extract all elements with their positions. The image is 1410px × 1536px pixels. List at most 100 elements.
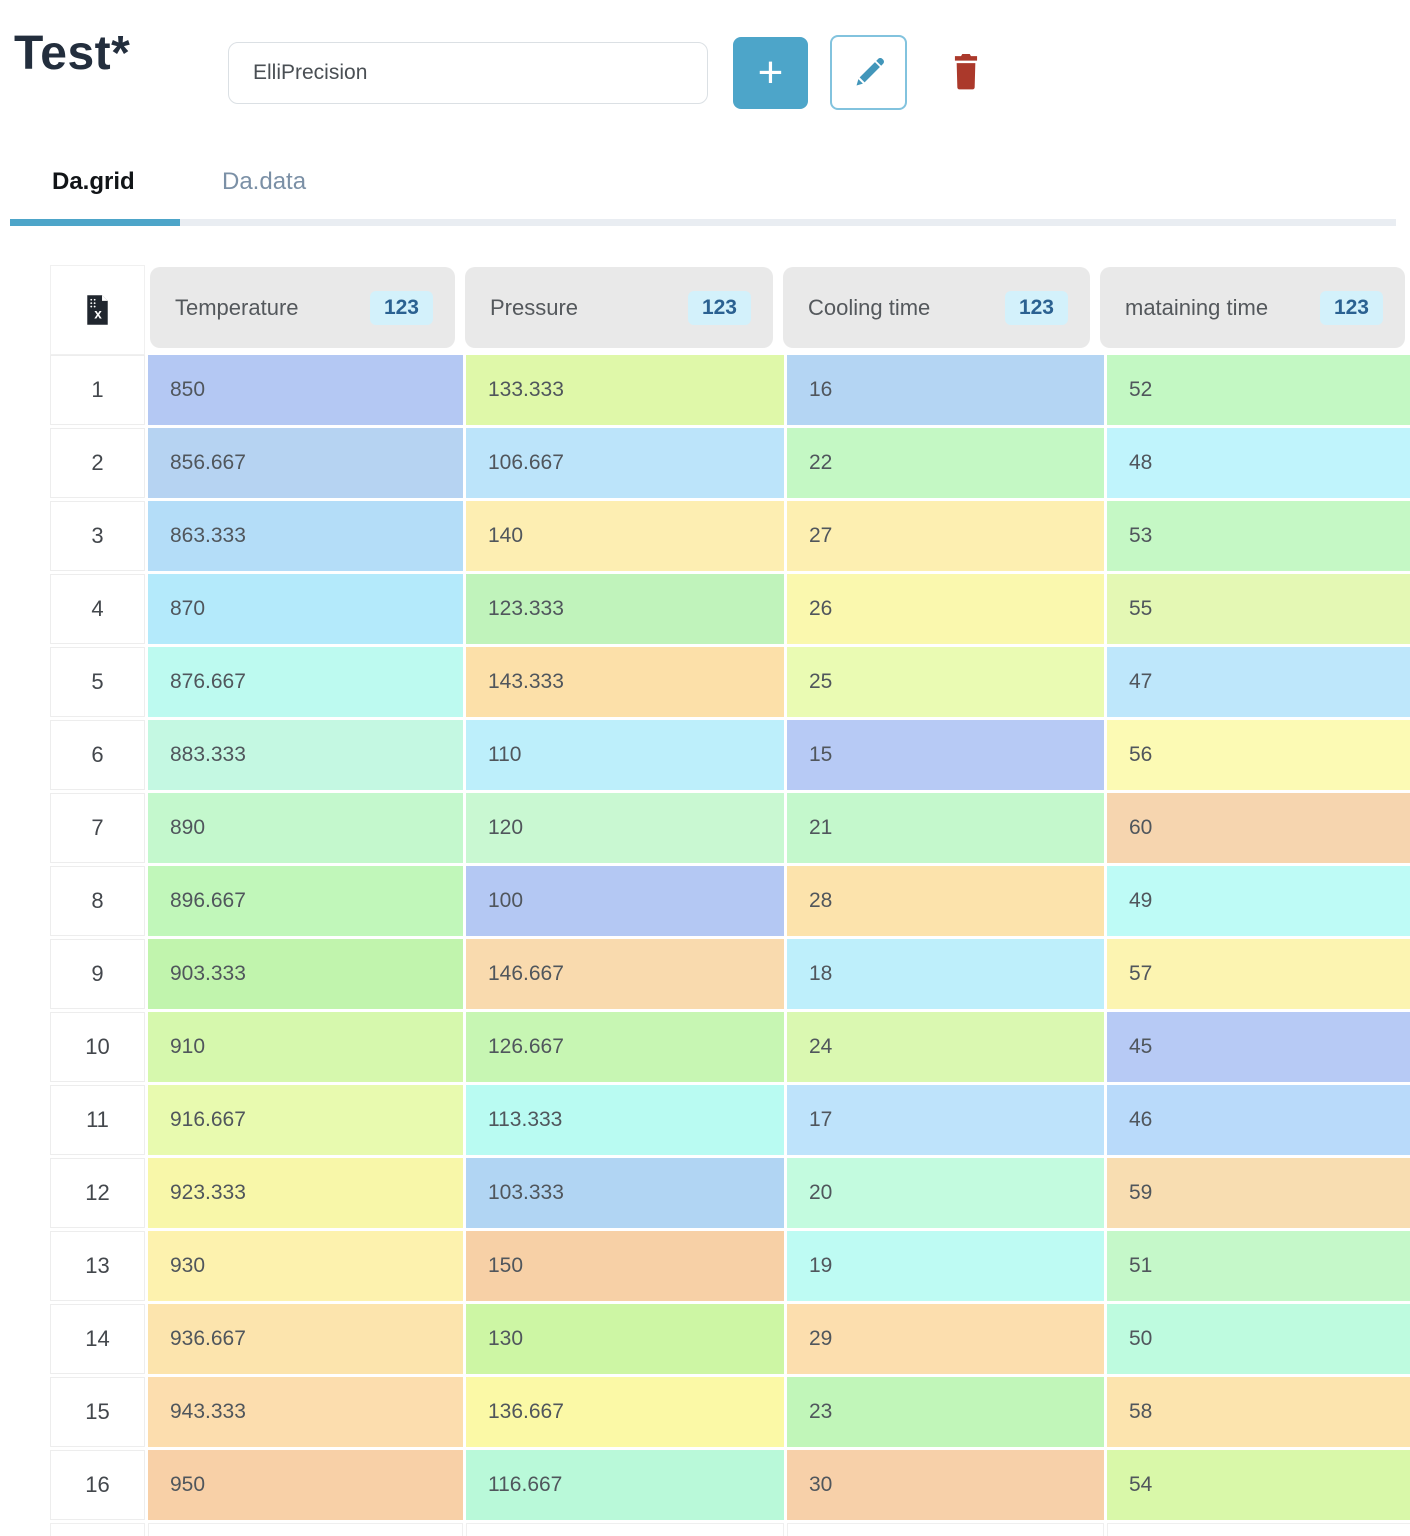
data-cell[interactable]: 45: [1107, 1012, 1410, 1082]
data-cell[interactable]: 28: [787, 866, 1104, 936]
data-cell[interactable]: 54: [1107, 1450, 1410, 1520]
data-cell[interactable]: 30: [787, 1450, 1104, 1520]
data-cell[interactable]: 910: [148, 1012, 463, 1082]
data-cell[interactable]: 21: [787, 793, 1104, 863]
data-cell[interactable]: 863.333: [148, 501, 463, 571]
empty-row-cell[interactable]: [50, 1523, 145, 1536]
row-number-cell[interactable]: 8: [50, 866, 145, 936]
data-cell[interactable]: 29: [787, 1304, 1104, 1374]
data-cell[interactable]: 53: [1107, 501, 1410, 571]
data-cell[interactable]: 60: [1107, 793, 1410, 863]
data-cell[interactable]: 106.667: [466, 428, 784, 498]
column-header-temperature[interactable]: Temperature 123: [150, 267, 455, 348]
row-number-cell[interactable]: 1: [50, 355, 145, 425]
data-cell[interactable]: 143.333: [466, 647, 784, 717]
empty-row-cell[interactable]: [787, 1523, 1104, 1536]
data-cell[interactable]: 133.333: [466, 355, 784, 425]
data-cell[interactable]: 27: [787, 501, 1104, 571]
column-type-badge[interactable]: 123: [687, 290, 751, 325]
data-cell[interactable]: 52: [1107, 355, 1410, 425]
data-cell[interactable]: 56: [1107, 720, 1410, 790]
data-cell[interactable]: 47: [1107, 647, 1410, 717]
data-cell[interactable]: 103.333: [466, 1158, 784, 1228]
tab-da-data[interactable]: Da.data: [222, 168, 307, 195]
data-cell[interactable]: 130: [466, 1304, 784, 1374]
data-cell[interactable]: 916.667: [148, 1085, 463, 1155]
data-cell[interactable]: 140: [466, 501, 784, 571]
row-number-cell[interactable]: 2: [50, 428, 145, 498]
data-cell[interactable]: 18: [787, 939, 1104, 1009]
data-cell[interactable]: 51: [1107, 1231, 1410, 1301]
data-cell[interactable]: 870: [148, 574, 463, 644]
data-cell[interactable]: 883.333: [148, 720, 463, 790]
tab-da-grid[interactable]: Da.grid: [52, 168, 135, 195]
row-number-cell[interactable]: 6: [50, 720, 145, 790]
data-cell[interactable]: 26: [787, 574, 1104, 644]
data-cell[interactable]: 943.333: [148, 1377, 463, 1447]
row-number-cell[interactable]: 5: [50, 647, 145, 717]
row-number-cell[interactable]: 7: [50, 793, 145, 863]
data-cell[interactable]: 110: [466, 720, 784, 790]
data-cell[interactable]: 16: [787, 355, 1104, 425]
empty-row-cell[interactable]: [148, 1523, 463, 1536]
data-cell[interactable]: 116.667: [466, 1450, 784, 1520]
data-cell[interactable]: 136.667: [466, 1377, 784, 1447]
data-cell[interactable]: 58: [1107, 1377, 1410, 1447]
row-number-cell[interactable]: 16: [50, 1450, 145, 1520]
row-number-cell[interactable]: 11: [50, 1085, 145, 1155]
column-type-badge[interactable]: 123: [369, 290, 433, 325]
data-cell[interactable]: 146.667: [466, 939, 784, 1009]
data-cell[interactable]: 896.667: [148, 866, 463, 936]
row-number-cell[interactable]: 9: [50, 939, 145, 1009]
data-cell[interactable]: 126.667: [466, 1012, 784, 1082]
edit-button[interactable]: [830, 35, 907, 110]
data-cell[interactable]: 17: [787, 1085, 1104, 1155]
column-type-badge[interactable]: 123: [1004, 290, 1068, 325]
data-cell[interactable]: 923.333: [148, 1158, 463, 1228]
data-cell[interactable]: 49: [1107, 866, 1410, 936]
add-button[interactable]: +: [733, 37, 808, 109]
data-cell[interactable]: 890: [148, 793, 463, 863]
data-cell[interactable]: 59: [1107, 1158, 1410, 1228]
column-type-badge[interactable]: 123: [1319, 290, 1383, 325]
data-cell[interactable]: 150: [466, 1231, 784, 1301]
export-corner-cell[interactable]: x: [50, 265, 145, 355]
delete-button[interactable]: [943, 46, 989, 98]
column-header-mataining-time[interactable]: mataining time 123: [1100, 267, 1405, 348]
column-header-cooling-time[interactable]: Cooling time 123: [783, 267, 1090, 348]
data-cell[interactable]: 23: [787, 1377, 1104, 1447]
data-cell[interactable]: 50: [1107, 1304, 1410, 1374]
data-cell[interactable]: 903.333: [148, 939, 463, 1009]
data-cell[interactable]: 15: [787, 720, 1104, 790]
row-number-cell[interactable]: 4: [50, 574, 145, 644]
dataset-name-input[interactable]: [228, 42, 708, 104]
data-cell[interactable]: 20: [787, 1158, 1104, 1228]
data-cell[interactable]: 123.333: [466, 574, 784, 644]
row-number-cell[interactable]: 13: [50, 1231, 145, 1301]
data-cell[interactable]: 22: [787, 428, 1104, 498]
data-cell[interactable]: 120: [466, 793, 784, 863]
data-cell[interactable]: 46: [1107, 1085, 1410, 1155]
data-cell[interactable]: 850: [148, 355, 463, 425]
row-number-cell[interactable]: 14: [50, 1304, 145, 1374]
data-cell[interactable]: 24: [787, 1012, 1104, 1082]
data-cell[interactable]: 113.333: [466, 1085, 784, 1155]
data-cell[interactable]: 930: [148, 1231, 463, 1301]
data-cell[interactable]: 876.667: [148, 647, 463, 717]
data-cell[interactable]: 19: [787, 1231, 1104, 1301]
data-cell[interactable]: 57: [1107, 939, 1410, 1009]
data-cell[interactable]: 55: [1107, 574, 1410, 644]
data-cell[interactable]: 100: [466, 866, 784, 936]
data-cell[interactable]: 856.667: [148, 428, 463, 498]
column-header-pressure[interactable]: Pressure 123: [465, 267, 773, 348]
data-cell[interactable]: 950: [148, 1450, 463, 1520]
row-number-cell[interactable]: 15: [50, 1377, 145, 1447]
empty-row-cell[interactable]: [466, 1523, 784, 1536]
data-cell[interactable]: 936.667: [148, 1304, 463, 1374]
row-number-cell[interactable]: 12: [50, 1158, 145, 1228]
data-cell[interactable]: 48: [1107, 428, 1410, 498]
row-number-cell[interactable]: 10: [50, 1012, 145, 1082]
row-number-cell[interactable]: 3: [50, 501, 145, 571]
empty-row-cell[interactable]: [1107, 1523, 1410, 1536]
data-cell[interactable]: 25: [787, 647, 1104, 717]
